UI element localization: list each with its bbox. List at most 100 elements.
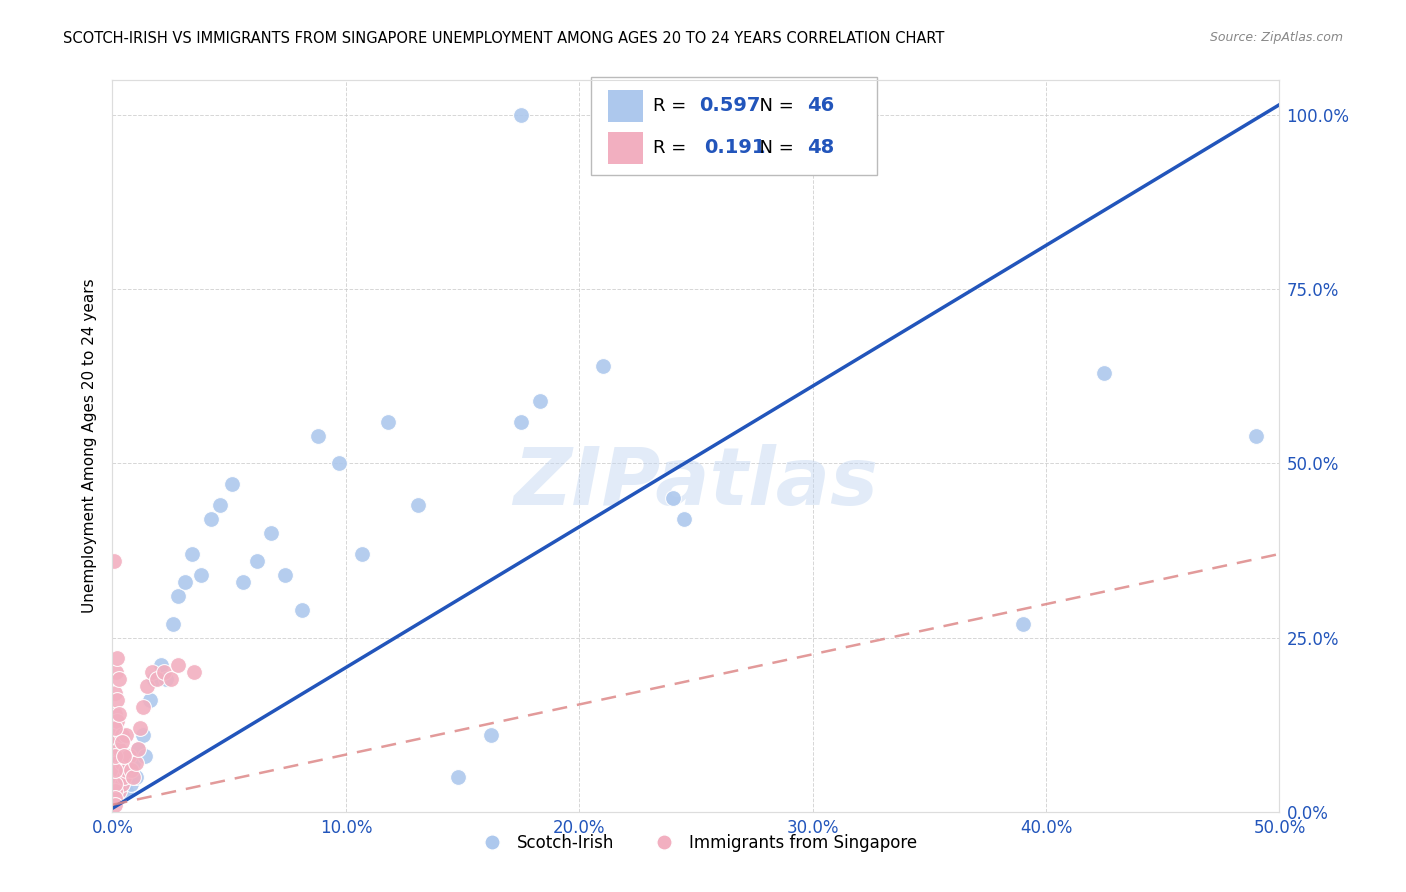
Point bbox=[105, 714, 128, 728]
Point bbox=[125, 756, 148, 770]
Text: N =: N = bbox=[748, 139, 800, 157]
Text: 0.191: 0.191 bbox=[704, 138, 766, 158]
Point bbox=[1244, 428, 1267, 442]
Point bbox=[139, 693, 162, 707]
Point bbox=[509, 108, 531, 122]
Point bbox=[307, 428, 329, 442]
Point bbox=[125, 770, 148, 784]
Point bbox=[120, 777, 142, 791]
Point bbox=[104, 770, 127, 784]
Point bbox=[127, 742, 149, 756]
Point bbox=[115, 728, 138, 742]
Point bbox=[141, 665, 163, 680]
Point bbox=[146, 673, 169, 687]
Text: 46: 46 bbox=[807, 96, 834, 115]
Point bbox=[246, 554, 269, 568]
Point bbox=[108, 763, 131, 777]
Point bbox=[166, 589, 188, 603]
Point bbox=[103, 554, 125, 568]
Point bbox=[104, 749, 127, 764]
Point bbox=[105, 756, 128, 770]
Point bbox=[661, 491, 683, 506]
FancyBboxPatch shape bbox=[591, 77, 877, 176]
Point bbox=[104, 784, 127, 798]
Point bbox=[105, 651, 128, 665]
Point bbox=[208, 498, 231, 512]
Text: N =: N = bbox=[748, 97, 800, 115]
Point bbox=[112, 749, 135, 764]
Point bbox=[112, 749, 135, 764]
Point bbox=[104, 777, 127, 791]
Point bbox=[111, 735, 134, 749]
Point bbox=[108, 770, 131, 784]
Point bbox=[104, 777, 127, 791]
Point bbox=[328, 457, 350, 471]
Point bbox=[105, 693, 128, 707]
Point bbox=[132, 700, 155, 714]
Point bbox=[136, 679, 159, 693]
Text: SCOTCH-IRISH VS IMMIGRANTS FROM SINGAPORE UNEMPLOYMENT AMONG AGES 20 TO 24 YEARS: SCOTCH-IRISH VS IMMIGRANTS FROM SINGAPOR… bbox=[63, 31, 945, 46]
Y-axis label: Unemployment Among Ages 20 to 24 years: Unemployment Among Ages 20 to 24 years bbox=[82, 278, 97, 614]
Point bbox=[120, 763, 142, 777]
Point bbox=[104, 665, 127, 680]
Point bbox=[479, 728, 502, 742]
Point bbox=[509, 415, 531, 429]
Point bbox=[673, 512, 696, 526]
Point bbox=[127, 742, 149, 756]
Point bbox=[150, 658, 173, 673]
Point bbox=[190, 567, 212, 582]
Point bbox=[112, 763, 135, 777]
Point bbox=[260, 526, 283, 541]
Point bbox=[155, 673, 177, 687]
Point bbox=[104, 728, 127, 742]
Point bbox=[115, 784, 138, 798]
Point bbox=[153, 665, 176, 680]
Text: R =: R = bbox=[652, 139, 697, 157]
Point bbox=[166, 658, 188, 673]
Point bbox=[143, 673, 166, 687]
Point bbox=[274, 567, 297, 582]
Point bbox=[104, 721, 127, 735]
Point bbox=[377, 415, 399, 429]
Point bbox=[221, 477, 243, 491]
Point bbox=[1011, 616, 1033, 631]
Legend: Scotch-Irish, Immigrants from Singapore: Scotch-Irish, Immigrants from Singapore bbox=[468, 827, 924, 858]
Point bbox=[129, 721, 152, 735]
Point bbox=[1094, 366, 1116, 380]
Point bbox=[105, 735, 128, 749]
Point bbox=[447, 770, 470, 784]
Text: Source: ZipAtlas.com: Source: ZipAtlas.com bbox=[1209, 31, 1343, 45]
Point bbox=[352, 547, 374, 561]
Point bbox=[200, 512, 222, 526]
Point bbox=[104, 686, 127, 700]
Point bbox=[406, 498, 429, 512]
Point bbox=[183, 665, 205, 680]
Point bbox=[104, 797, 127, 812]
Point bbox=[108, 707, 131, 722]
Text: ZIPatlas: ZIPatlas bbox=[513, 443, 879, 522]
Point bbox=[180, 547, 202, 561]
Point bbox=[592, 359, 614, 373]
Point bbox=[132, 728, 155, 742]
Point bbox=[104, 790, 127, 805]
Point bbox=[118, 770, 141, 784]
Point bbox=[111, 756, 134, 770]
Point bbox=[160, 673, 183, 687]
Point bbox=[111, 728, 134, 742]
Point bbox=[112, 770, 135, 784]
Point bbox=[105, 777, 128, 791]
Text: 0.597: 0.597 bbox=[699, 96, 761, 115]
Point bbox=[111, 777, 134, 791]
Point bbox=[115, 763, 138, 777]
Text: R =: R = bbox=[652, 97, 692, 115]
Point bbox=[108, 673, 131, 687]
Point bbox=[104, 707, 127, 722]
Point bbox=[108, 784, 131, 798]
Point bbox=[104, 763, 127, 777]
Point bbox=[104, 749, 127, 764]
Point bbox=[162, 616, 184, 631]
Point bbox=[173, 574, 195, 589]
Point bbox=[290, 603, 312, 617]
Point bbox=[118, 749, 141, 764]
Point bbox=[529, 393, 551, 408]
